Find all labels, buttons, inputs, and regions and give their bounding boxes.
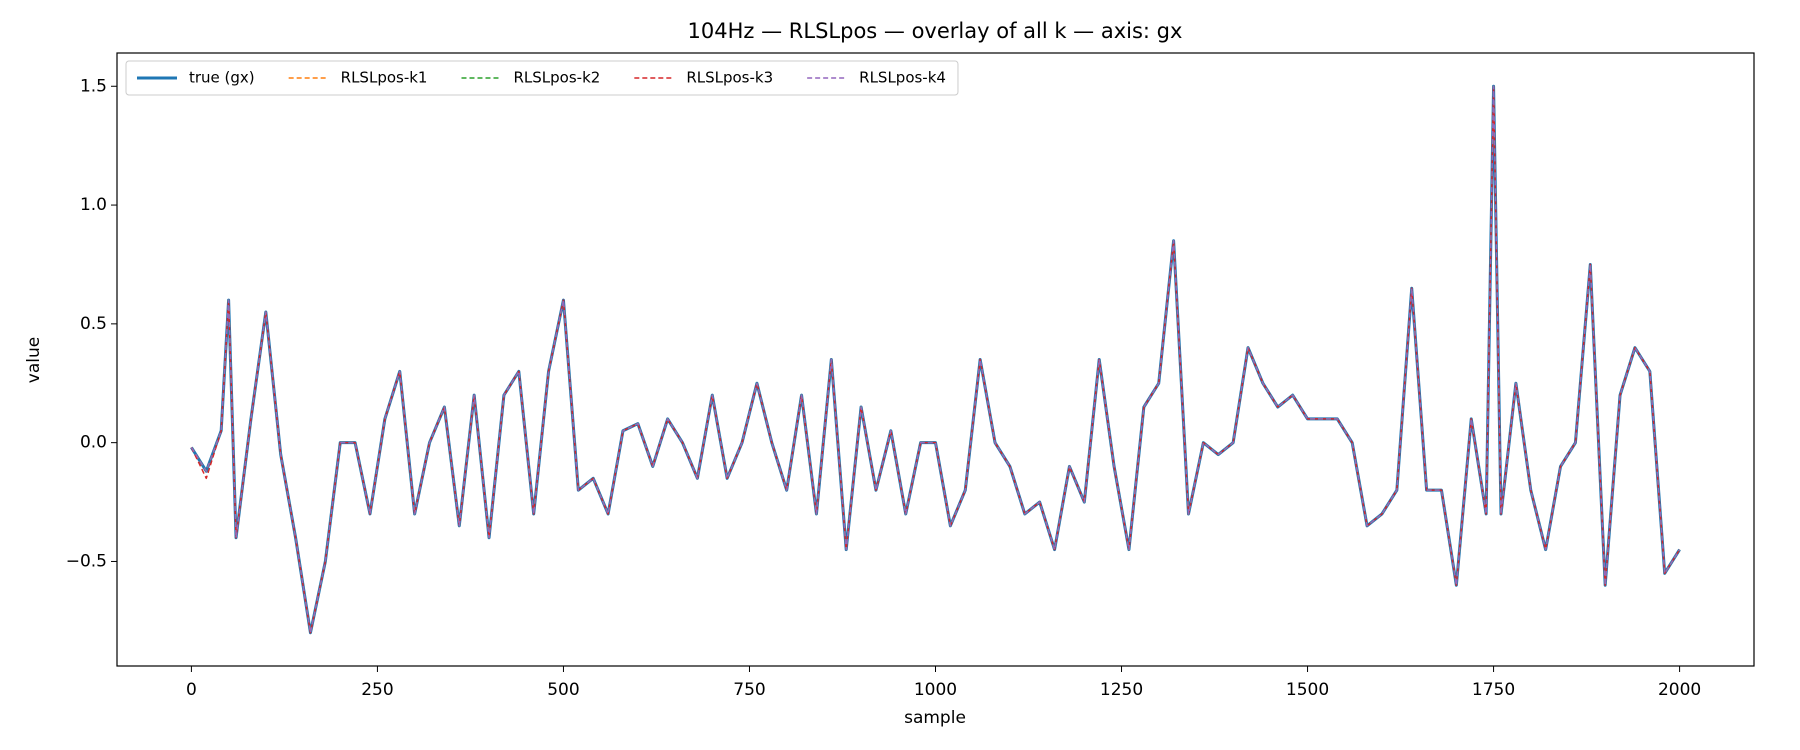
series-line [190, 85, 1681, 634]
legend: true (gx) RLSLpos-k1 RLSLpos-k2 RLSLpos-k3 R… [125, 60, 959, 96]
x-tick-label: 1750 [1472, 680, 1515, 700]
series-line [190, 85, 1681, 634]
legend-label: RLSLpos-k3 [686, 69, 773, 87]
y-tick-label: −0.5 [66, 551, 107, 571]
x-tick-label: 2000 [1658, 680, 1701, 700]
y-tick-label: 1.0 [80, 195, 107, 215]
chart-title: 104Hz — RLSLpos — overlay of all k — axi… [688, 19, 1183, 43]
series-line [190, 84, 1681, 635]
x-tick-label: 500 [547, 680, 579, 700]
series-line [190, 85, 1681, 634]
x-tick-label: 750 [733, 680, 765, 700]
legend-label: RLSLpos-k2 [513, 69, 600, 87]
y-tick-label: 0.5 [80, 314, 107, 334]
x-tick-label: 0 [186, 680, 197, 700]
y-tick-label: 1.5 [80, 76, 107, 96]
y-tick-label: 0.0 [80, 433, 107, 453]
plot-frame [116, 52, 1755, 667]
x-tick-label: 1250 [1100, 680, 1143, 700]
y-axis-label: value [24, 337, 44, 383]
x-axis-label: sample [904, 708, 966, 728]
legend-label: RLSLpos-k4 [859, 69, 946, 87]
x-tick-label: 1000 [914, 680, 957, 700]
legend-label: true (gx) [189, 69, 255, 87]
legend-label: RLSLpos-k1 [341, 69, 428, 87]
legend-box [125, 60, 959, 96]
x-tick-label: 1500 [1286, 680, 1329, 700]
series-line [190, 85, 1681, 634]
x-tick-label: 250 [361, 680, 393, 700]
